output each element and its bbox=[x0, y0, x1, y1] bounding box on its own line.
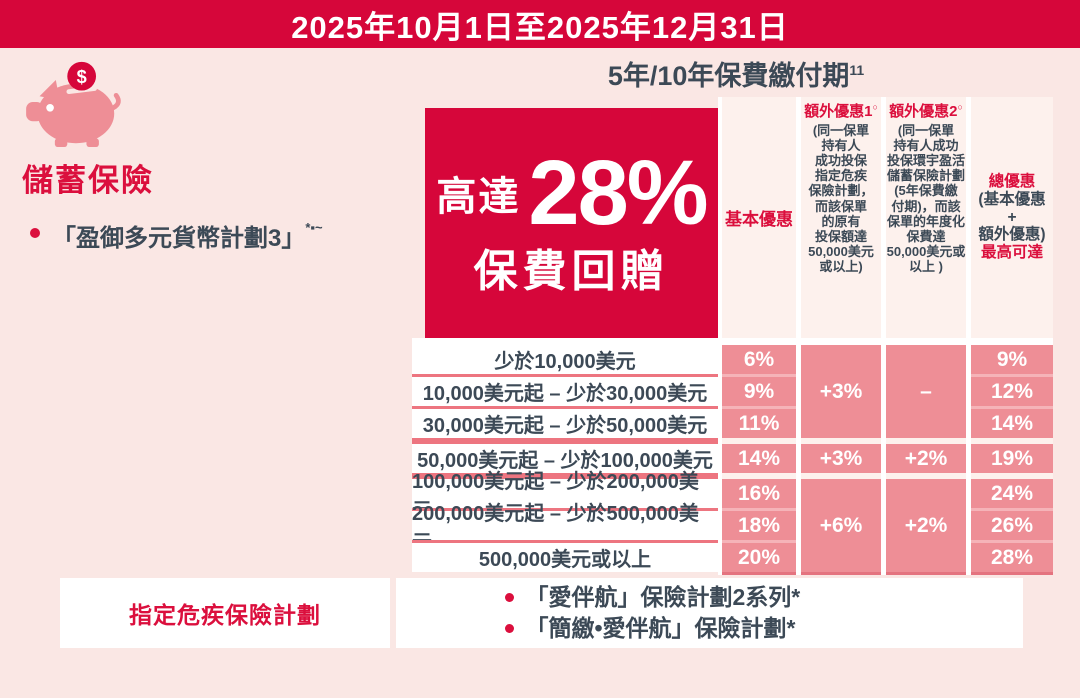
premium-band-label: 500,000美元或以上 bbox=[412, 543, 718, 572]
basic-discount-value: 18% bbox=[722, 511, 796, 540]
premium-band-label: 50,000美元起 – 少於100,000美元 bbox=[412, 444, 718, 473]
extra1-discount-values: +3% +3% +6% bbox=[801, 345, 881, 575]
footnote-circle: ○ bbox=[872, 102, 878, 112]
header-basic-discount: 基本優惠 bbox=[722, 97, 796, 338]
total-discount-value: 19% bbox=[971, 444, 1053, 473]
total-discount-value: 14% bbox=[971, 409, 1053, 438]
basic-discount-value: 14% bbox=[722, 444, 796, 473]
column-extra-discount-1: 額外優惠1○ (同一保單 持有人 成功投保 指定危疾 保險計劃， 而該保單 的原… bbox=[796, 97, 881, 575]
basic-discount-value: 11% bbox=[722, 409, 796, 438]
designated-plans-label: 指定危疾保險計劃 bbox=[129, 602, 321, 628]
footnote-sup-11: 11 bbox=[849, 62, 865, 78]
basic-discount-value: 6% bbox=[722, 345, 796, 374]
extra2-conditions: (同一保單 持有人成功 投保環宇盈活 儲蓄保險計劃 (5年保費繳 付期)，而該 … bbox=[886, 122, 966, 275]
date-range-text: 2025年10月1日至2025年12月31日 bbox=[291, 9, 789, 45]
savings-title: 儲蓄保險 bbox=[22, 163, 154, 198]
plan-list-item: 「簡繳•愛伴航」保險計劃* bbox=[504, 613, 915, 644]
bullet-dot-icon bbox=[30, 228, 40, 238]
bullet-dot-icon bbox=[504, 624, 514, 634]
plan-item: 「盈御多元貨幣計劃3」 *▪~ bbox=[22, 218, 402, 253]
extra1-discount-value: +6% bbox=[801, 479, 881, 572]
pay-period-text: 5年/10年保費繳付期 bbox=[607, 61, 850, 91]
basic-discount-value: 16% bbox=[722, 479, 796, 508]
bullet-dot-icon bbox=[504, 592, 514, 602]
premium-band-label: 10,000美元起 – 少於30,000美元 bbox=[412, 377, 718, 406]
total-discount-value: 9% bbox=[971, 345, 1053, 374]
divider bbox=[390, 578, 396, 648]
highlight-value: 28% bbox=[528, 142, 708, 244]
extra1-conditions: (同一保單 持有人 成功投保 指定危疾 保險計劃， 而該保單 的原有 投保額達 … bbox=[808, 122, 874, 275]
rebate-highlight: 高達 28% 保費回贈 bbox=[425, 108, 718, 338]
column-basic-discount: 基本優惠 6% 9% 11% 14% 16% 18% 20% bbox=[718, 97, 796, 575]
designated-plans-list: 「愛伴航」保險計劃2系列* 「簡繳•愛伴航」保險計劃* bbox=[396, 578, 1023, 648]
savings-section: $ 儲蓄保險 「盈御多元貨幣計劃3」 *▪~ bbox=[22, 58, 402, 253]
spacer bbox=[412, 338, 718, 345]
premium-band-rows: 少於10,000美元 10,000美元起 – 少於30,000美元 30,000… bbox=[412, 345, 718, 572]
footnote-circle: ○ bbox=[957, 102, 963, 112]
premium-band-label: 30,000美元起 – 少於50,000美元 bbox=[412, 409, 718, 438]
extra2-discount-value: – bbox=[886, 345, 966, 438]
total-discount-value: 26% bbox=[971, 511, 1053, 540]
total-discount-values: 9% 12% 14% 19% 24% 26% 28% bbox=[971, 345, 1053, 575]
plan-footnote-marks: *▪~ bbox=[305, 220, 323, 235]
extra2-discount-value: +2% bbox=[886, 444, 966, 473]
column-extra-discount-2: 額外優惠2○ (同一保單 持有人成功 投保環宇盈活 儲蓄保險計劃 (5年保費繳 … bbox=[881, 97, 966, 575]
column-premium-bands: 高達 28% 保費回贈 少於10,000美元 10,000美元起 – 少於30,… bbox=[412, 97, 718, 572]
rebate-table: 高達 28% 保費回贈 少於10,000美元 10,000美元起 – 少於30,… bbox=[412, 97, 1053, 575]
extra1-discount-value: +3% bbox=[801, 345, 881, 438]
svg-text:$: $ bbox=[77, 67, 87, 87]
plan-list-item: 「愛伴航」保險計劃2系列* bbox=[504, 582, 915, 613]
header-extra-discount-1: 額外優惠1○ (同一保單 持有人 成功投保 指定危疾 保險計劃， 而該保單 的原… bbox=[801, 97, 881, 338]
header-extra-discount-2: 額外優惠2○ (同一保單 持有人成功 投保環宇盈活 儲蓄保險計劃 (5年保費繳 … bbox=[886, 97, 966, 338]
total-discount-value: 12% bbox=[971, 377, 1053, 406]
basic-discount-value: 9% bbox=[722, 377, 796, 406]
date-banner: 2025年10月1日至2025年12月31日 bbox=[0, 0, 1080, 48]
extra2-discount-value: +2% bbox=[886, 479, 966, 572]
plan-name: 「盈御多元貨幣計劃3」 bbox=[52, 225, 306, 252]
total-discount-value: 24% bbox=[971, 479, 1053, 508]
column-total-discount: 總優惠 (基本優惠 + 額外優惠) 最高可達 9% 12% 14% 19% 24… bbox=[966, 97, 1053, 575]
highlight-suffix: 保費回贈 bbox=[473, 247, 670, 296]
designated-plans-box: 指定危疾保險計劃 「愛伴航」保險計劃2系列* 「簡繳•愛伴航」保險計劃* bbox=[60, 578, 1023, 648]
premium-band-label: 200,000美元起 – 少於500,000美元 bbox=[412, 503, 718, 554]
piggy-bank-icon: $ bbox=[26, 61, 121, 148]
basic-discount-values: 6% 9% 11% 14% 16% 18% 20% bbox=[722, 345, 796, 575]
premium-band-label: 少於10,000美元 bbox=[412, 345, 718, 374]
basic-discount-value: 20% bbox=[722, 543, 796, 572]
total-discount-value: 28% bbox=[971, 543, 1053, 572]
highlight-prefix: 高達 bbox=[436, 175, 521, 219]
header-total-discount: 總優惠 (基本優惠 + 額外優惠) 最高可達 bbox=[971, 97, 1053, 338]
extra2-discount-values: – +2% +2% bbox=[886, 345, 966, 575]
pay-period-heading: 5年/10年保費繳付期11 bbox=[430, 54, 1042, 93]
extra1-discount-value: +3% bbox=[801, 444, 881, 473]
